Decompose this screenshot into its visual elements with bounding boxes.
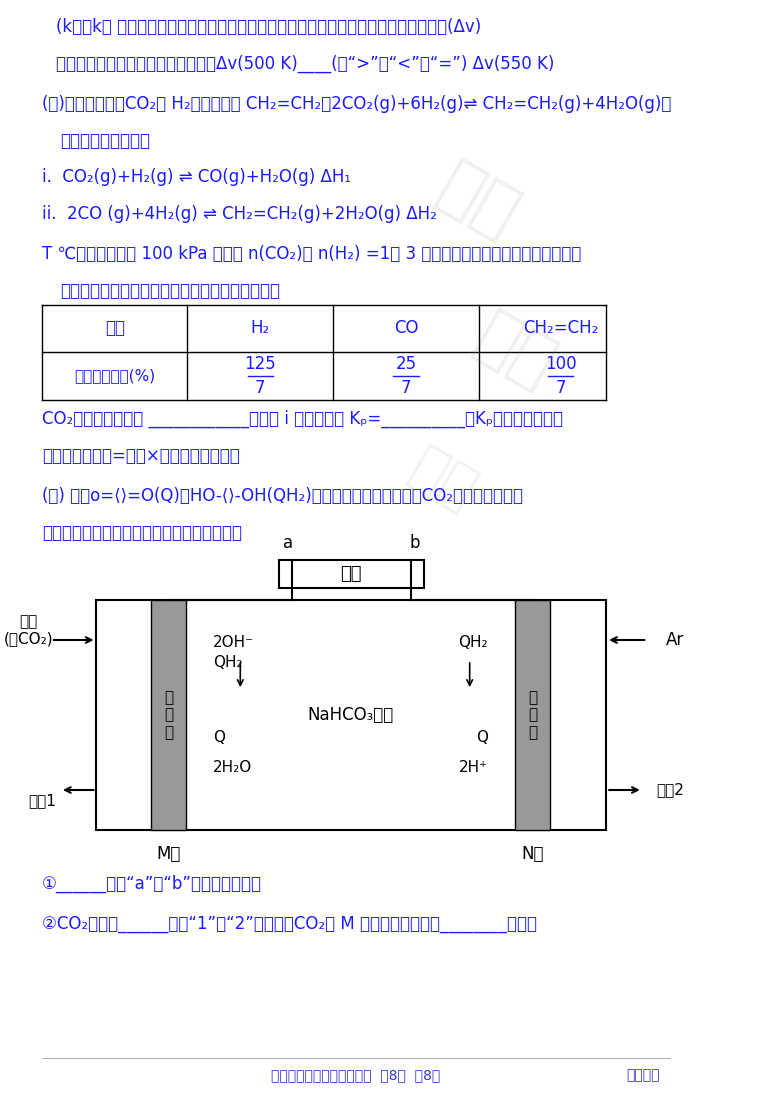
Text: 100: 100 <box>545 354 577 373</box>
Text: 组分: 组分 <box>105 319 125 337</box>
Text: 答案: 答案 <box>464 302 567 398</box>
Text: 125: 125 <box>244 354 276 373</box>
Text: 高三年级期中检测化学试题  第8页  共8页: 高三年级期中检测化学试题 第8页 共8页 <box>271 1068 440 1082</box>
Bar <box>279 560 424 587</box>
Bar <box>96 600 606 830</box>
Text: 膜
电
极: 膜 电 极 <box>528 690 537 740</box>
Text: 答案: 答案 <box>400 440 484 520</box>
Text: b: b <box>410 534 420 552</box>
Text: 出口1: 出口1 <box>28 793 55 808</box>
Text: 7: 7 <box>555 379 566 397</box>
Text: 烟气
(含CO₂): 烟气 (含CO₂) <box>3 614 53 647</box>
Text: CH₂=CH₂: CH₂=CH₂ <box>523 319 598 337</box>
Text: NaHCO₃溶液: NaHCO₃溶液 <box>307 706 393 724</box>
Text: (４) 利用o=⟨⟩=O(Q)与HO-⟨⟩-OH(QH₂)电解转化法从烟气中分离CO₂的原理如图。已: (４) 利用o=⟨⟩=O(Q)与HO-⟨⟩-OH(QH₂)电解转化法从烟气中分离… <box>42 487 523 505</box>
Text: 7: 7 <box>400 379 411 397</box>
Text: QH₂: QH₂ <box>458 635 488 650</box>
Bar <box>515 600 550 830</box>
Text: CO₂的平衡转化率为 ____________，反应 i 的平衡常数 Kₚ=__________（Kₚ是以分压表示的: CO₂的平衡转化率为 ____________，反应 i 的平衡常数 Kₚ=__… <box>42 410 563 428</box>
Text: 等于正、逆反应速率之差。平衡时，Δv(500 K)____(填“>”、“<”或“=”) Δv(550 K): 等于正、逆反应速率之差。平衡时，Δv(500 K)____(填“>”、“<”或“… <box>55 55 554 73</box>
Text: 25: 25 <box>396 354 417 373</box>
Text: i.  CO₂(g)+H₂(g) ⇌ CO(g)+H₂O(g) ΔH₁: i. CO₂(g)+H₂(g) ⇌ CO(g)+H₂O(g) ΔH₁ <box>42 168 351 186</box>
Text: CO: CO <box>393 319 418 337</box>
Text: (３)一定条件下，CO₂与 H₂反应可合成 CH₂=CH₂，2CO₂(g)+6H₂(g)⇌ CH₂=CH₂(g)+4H₂O(g)，: (３)一定条件下，CO₂与 H₂反应可合成 CH₂=CH₂，2CO₂(g)+6H… <box>42 95 671 113</box>
Text: 高三答案: 高三答案 <box>626 1068 659 1082</box>
Text: Q: Q <box>476 730 488 745</box>
Text: 2H₂O: 2H₂O <box>213 760 253 775</box>
Text: (k正、k逆 为速率常数，与温度、偶化剂、接触面积有关，与浓度无关）。净反应速率(Δv): (k正、k逆 为速率常数，与温度、偶化剂、接触面积有关，与浓度无关）。净反应速率… <box>55 18 480 36</box>
Text: 出口2: 出口2 <box>656 782 685 798</box>
Text: 膜
电
极: 膜 电 极 <box>164 690 173 740</box>
Text: Q: Q <box>213 730 225 745</box>
Text: Ar: Ar <box>665 631 684 649</box>
Text: M极: M极 <box>156 845 181 863</box>
Text: QH₂: QH₂ <box>213 655 243 670</box>
Text: ii.  2CO (g)+4H₂(g) ⇌ CH₂=CH₂(g)+2H₂O(g) ΔH₂: ii. 2CO (g)+4H₂(g) ⇌ CH₂=CH₂(g)+2H₂O(g) … <box>42 205 437 223</box>
Text: ①______（填“a”或“b”）为电源负极。: ①______（填“a”或“b”）为电源负极。 <box>42 875 262 894</box>
Text: 知气体可选择性通过膜电极，溶液不能通过。: 知气体可选择性通过膜电极，溶液不能通过。 <box>42 524 242 542</box>
Bar <box>151 600 186 830</box>
Text: N极: N极 <box>521 845 544 863</box>
Text: 该反应分两步进行：: 该反应分两步进行： <box>60 132 150 150</box>
Text: H₂: H₂ <box>251 319 270 337</box>
Text: 物质的量分数(%): 物质的量分数(%) <box>74 369 156 384</box>
Text: 答案: 答案 <box>427 151 530 248</box>
Text: 2H⁺: 2H⁺ <box>459 760 488 775</box>
Text: 达平衡时，部分组分的物质的量分数如下表所示。: 达平衡时，部分组分的物质的量分数如下表所示。 <box>60 282 280 300</box>
Text: ②CO₂从出口______（填“1”或“2”）排出，CO₂在 M 极上发生的反应为________。高三: ②CO₂从出口______（填“1”或“2”）排出，CO₂在 M 极上发生的反应… <box>42 915 537 933</box>
Text: a: a <box>283 534 293 552</box>
Text: 2OH⁻: 2OH⁻ <box>213 635 254 650</box>
Text: 7: 7 <box>255 379 266 397</box>
Text: 电源: 电源 <box>340 565 362 583</box>
Text: T ℃，压强恒定为 100 kPa 时，将 n(CO₂)： n(H₂) =1： 3 的混合气体和偶化剂投入反应器中，: T ℃，压强恒定为 100 kPa 时，将 n(CO₂)： n(H₂) =1： … <box>42 245 581 263</box>
Text: 平衡常数，分压=总压×物质的量分数）。: 平衡常数，分压=总压×物质的量分数）。 <box>42 447 239 465</box>
